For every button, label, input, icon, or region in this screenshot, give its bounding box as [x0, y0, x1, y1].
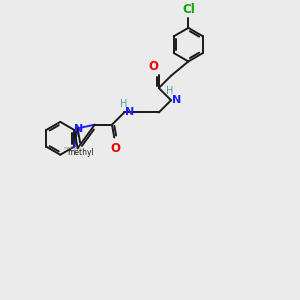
Text: methyl: methyl [63, 146, 78, 150]
Text: N: N [172, 95, 181, 105]
Text: Cl: Cl [182, 3, 195, 16]
Text: N: N [125, 107, 134, 118]
Text: O: O [148, 60, 158, 73]
Text: H: H [120, 99, 127, 109]
Text: O: O [110, 142, 120, 155]
Text: N: N [74, 124, 83, 134]
Text: H: H [167, 86, 174, 97]
Text: methyl: methyl [67, 148, 94, 157]
